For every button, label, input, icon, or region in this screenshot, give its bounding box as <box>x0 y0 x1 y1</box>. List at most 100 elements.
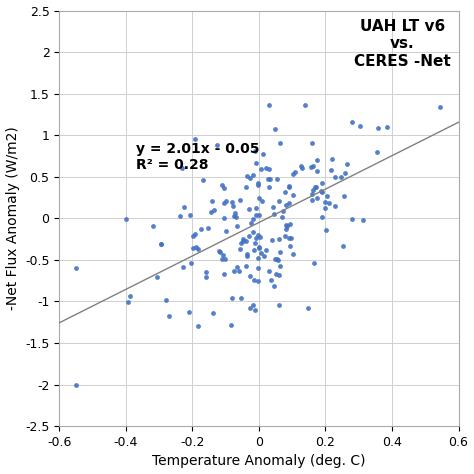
Point <box>243 252 250 259</box>
Point <box>230 212 237 219</box>
Point <box>283 201 290 209</box>
Point <box>258 198 266 205</box>
Point <box>254 181 262 189</box>
Point <box>275 197 283 205</box>
Point <box>233 263 241 271</box>
Point <box>285 199 293 207</box>
Point <box>252 234 259 242</box>
Point <box>291 168 299 175</box>
Point <box>328 166 335 173</box>
Point <box>246 174 254 182</box>
Point <box>356 122 364 130</box>
Point <box>275 272 283 279</box>
Point <box>243 250 250 258</box>
Point <box>125 298 132 306</box>
Point <box>72 382 80 389</box>
Point <box>340 192 348 200</box>
Point <box>242 237 250 245</box>
Point <box>232 213 240 221</box>
Point <box>219 251 227 258</box>
Point <box>254 231 261 238</box>
Point <box>304 304 311 311</box>
Point <box>289 170 297 178</box>
Point <box>383 123 391 130</box>
Point <box>267 276 274 284</box>
Point <box>298 164 305 172</box>
Point <box>191 135 199 143</box>
Point <box>271 125 278 133</box>
Point <box>243 172 250 180</box>
Point <box>312 183 319 191</box>
Point <box>286 220 293 228</box>
Point <box>309 190 316 198</box>
Point <box>271 210 278 218</box>
Point <box>194 322 201 330</box>
Point <box>123 216 130 223</box>
Text: UAH LT v6
vs.
CERES -Net: UAH LT v6 vs. CERES -Net <box>354 19 450 69</box>
Point <box>283 222 291 230</box>
Point <box>271 255 279 263</box>
Point <box>220 200 228 207</box>
Point <box>209 310 217 317</box>
Point <box>272 271 279 278</box>
Point <box>282 232 289 240</box>
Point <box>269 236 276 244</box>
Point <box>192 243 200 251</box>
Point <box>157 240 165 248</box>
Point <box>314 156 321 164</box>
Point <box>319 188 326 196</box>
Point <box>255 243 262 251</box>
Point <box>341 169 348 177</box>
Point <box>197 225 204 233</box>
Point <box>262 246 269 254</box>
Point <box>373 148 380 156</box>
Point <box>278 213 286 221</box>
Point <box>190 244 197 252</box>
Point <box>322 226 330 233</box>
Point <box>255 211 263 219</box>
Point <box>308 139 316 147</box>
Point <box>308 196 316 203</box>
Point <box>127 292 134 300</box>
Point <box>235 267 243 275</box>
Point <box>165 312 173 320</box>
Point <box>223 228 230 235</box>
Point <box>321 204 328 212</box>
Point <box>271 283 278 290</box>
Point <box>185 308 192 316</box>
Point <box>310 259 318 267</box>
Point <box>249 171 257 179</box>
Point <box>213 141 221 149</box>
Point <box>231 209 239 217</box>
Point <box>210 206 218 214</box>
Point <box>326 200 333 207</box>
Point <box>237 196 244 204</box>
Point <box>239 237 247 245</box>
Point <box>359 216 367 224</box>
X-axis label: Temperature Anomaly (deg. C): Temperature Anomaly (deg. C) <box>152 455 365 468</box>
Point <box>163 296 170 304</box>
Point <box>149 222 157 230</box>
Point <box>242 183 249 191</box>
Point <box>230 268 238 275</box>
Point <box>255 194 263 202</box>
Point <box>273 255 281 263</box>
Point <box>250 215 257 223</box>
Point <box>227 321 235 329</box>
Point <box>215 247 223 255</box>
Point <box>239 236 247 243</box>
Point <box>265 267 273 274</box>
Point <box>208 197 216 205</box>
Point <box>237 294 245 301</box>
Point <box>252 160 259 167</box>
Point <box>289 250 297 258</box>
Point <box>344 160 351 168</box>
Point <box>282 221 290 229</box>
Point <box>234 222 241 230</box>
Point <box>337 173 345 181</box>
Point <box>313 167 321 174</box>
Point <box>188 260 195 267</box>
Point <box>339 242 346 249</box>
Point <box>264 175 271 182</box>
Point <box>257 249 265 257</box>
